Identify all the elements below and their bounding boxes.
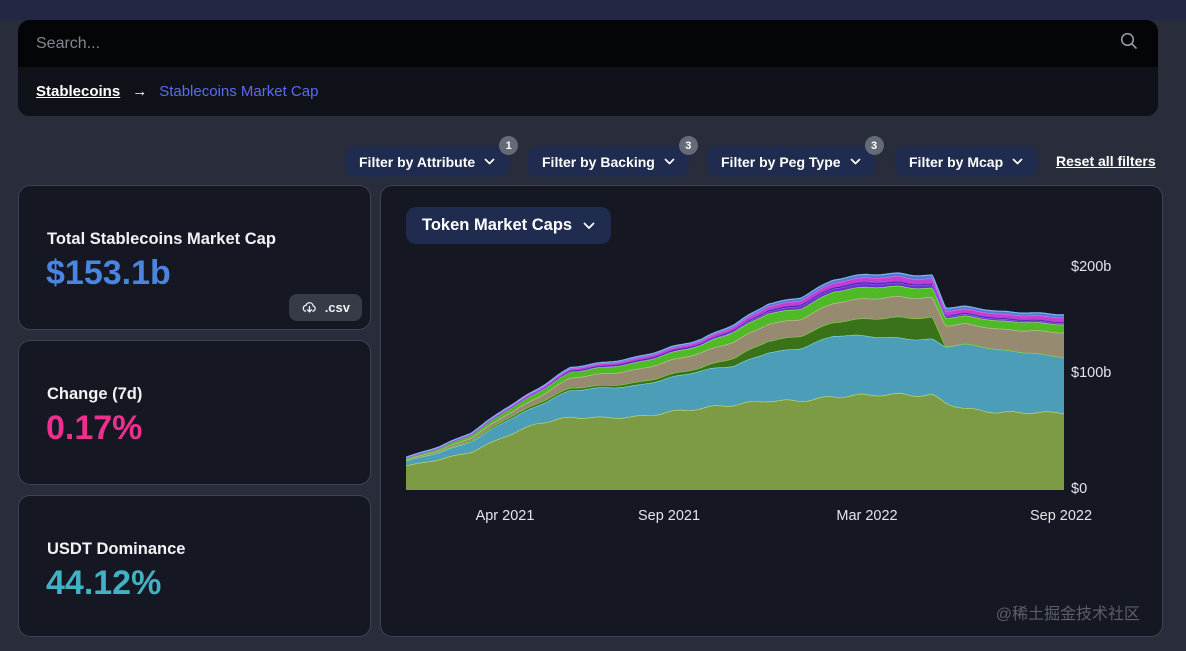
x-axis-tick: Apr 2021 <box>475 508 535 524</box>
card-title: Change (7d) <box>47 385 143 403</box>
search-bar[interactable] <box>18 20 1158 67</box>
search-input[interactable] <box>36 34 1118 53</box>
total-market-cap-card: Total Stablecoins Market Cap $153.1b .cs… <box>18 185 371 330</box>
chevron-down-icon <box>583 222 595 229</box>
edge-layer-9-light-blue <box>406 272 1064 458</box>
change-7d-card: Change (7d) 0.17% <box>18 340 371 485</box>
top-strip <box>0 0 1186 20</box>
filter-by-peg-type-button[interactable]: Filter by Peg Type 3 <box>707 136 884 177</box>
filter-by-mcap-button[interactable]: Filter by Mcap <box>895 146 1038 177</box>
chart-panel: Token Market Caps $200b $100b $0 Apr 202… <box>380 185 1163 637</box>
cloud-download-icon <box>302 302 316 313</box>
filter-count-badge: 3 <box>864 136 884 155</box>
total-market-cap-value: $153.1b <box>46 254 171 292</box>
chevron-down-icon <box>664 158 675 165</box>
filter-count-badge: 3 <box>678 136 698 155</box>
filter-label: Filter by Peg Type <box>721 153 841 170</box>
arrow-right-icon: → <box>132 83 148 100</box>
y-axis-tick: $200b <box>1071 259 1112 275</box>
usdt-dominance-value: 44.12% <box>46 564 162 602</box>
chevron-down-icon <box>850 158 860 165</box>
filter-by-attribute-button[interactable]: Filter by Attribute 1 <box>345 136 519 177</box>
x-axis-tick: Mar 2022 <box>836 508 898 524</box>
y-axis-tick: $0 <box>1071 481 1088 497</box>
stacked-area-chart[interactable] <box>406 256 1064 490</box>
chevron-down-icon <box>1012 158 1023 165</box>
breadcrumb-current-link[interactable]: Stablecoins Market Cap <box>159 83 319 100</box>
filter-label: Filter by Backing <box>542 153 655 170</box>
download-csv-button[interactable]: .csv <box>288 294 362 321</box>
change-7d-value: 0.17% <box>46 409 143 447</box>
usdt-dominance-card: USDT Dominance 44.12% <box>18 495 371 637</box>
watermark: @稀土掘金技术社区 <box>995 606 1140 623</box>
filter-label: Filter by Attribute <box>359 153 476 170</box>
chevron-down-icon <box>484 158 495 165</box>
x-axis-tick: Sep 2021 <box>637 508 701 524</box>
filter-by-backing-button[interactable]: Filter by Backing 3 <box>528 136 698 177</box>
header: Stablecoins → Stablecoins Market Cap <box>18 20 1158 116</box>
csv-label: .csv <box>324 300 350 315</box>
area-layer-2-teal <box>406 334 1064 466</box>
filter-label: Filter by Mcap <box>909 153 1004 170</box>
token-market-caps-selector[interactable]: Token Market Caps <box>406 207 612 244</box>
filter-count-badge: 1 <box>499 136 519 155</box>
card-title: USDT Dominance <box>47 540 186 558</box>
card-title: Total Stablecoins Market Cap <box>47 230 276 248</box>
breadcrumb-root-link[interactable]: Stablecoins <box>36 83 121 100</box>
selector-label: Token Market Caps <box>422 216 573 234</box>
search-icon[interactable] <box>1118 30 1140 57</box>
reset-all-filters-link[interactable]: Reset all filters <box>1056 153 1156 169</box>
breadcrumb: Stablecoins → Stablecoins Market Cap <box>18 67 1158 116</box>
x-axis-tick: Sep 2022 <box>1029 508 1093 524</box>
y-axis-tick: $100b <box>1071 365 1112 381</box>
